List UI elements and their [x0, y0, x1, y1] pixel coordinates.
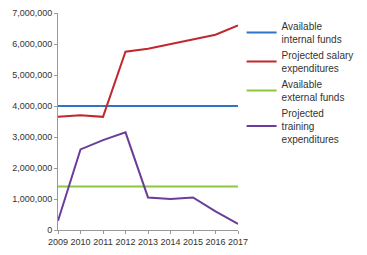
svg-text:Availableexternal funds: Availableexternal funds [282, 79, 345, 103]
svg-text:Availableinternal funds: Availableinternal funds [282, 21, 342, 45]
svg-text:2014: 2014 [160, 237, 180, 247]
svg-text:2009: 2009 [48, 237, 68, 247]
svg-text:2011: 2011 [93, 237, 112, 247]
svg-text:Projectedtrainingexpenditures: Projectedtrainingexpenditures [282, 108, 339, 145]
svg-text:4,000,000: 4,000,000 [12, 101, 52, 111]
svg-text:2010: 2010 [70, 237, 90, 247]
svg-text:5,000,000: 5,000,000 [12, 70, 52, 80]
svg-text:2017: 2017 [228, 237, 248, 247]
svg-text:Projected salaryexpenditures: Projected salaryexpenditures [282, 50, 354, 74]
svg-text:2,000,000: 2,000,000 [12, 163, 52, 173]
svg-text:3,000,000: 3,000,000 [12, 132, 52, 142]
svg-text:6,000,000: 6,000,000 [12, 39, 52, 49]
svg-text:2016: 2016 [205, 237, 225, 247]
svg-text:2012: 2012 [115, 237, 135, 247]
svg-text:7,000,000: 7,000,000 [12, 8, 52, 18]
svg-text:2015: 2015 [183, 237, 203, 247]
svg-text:1,000,000: 1,000,000 [12, 194, 52, 204]
svg-text:0: 0 [47, 225, 52, 235]
svg-text:2013: 2013 [138, 237, 158, 247]
